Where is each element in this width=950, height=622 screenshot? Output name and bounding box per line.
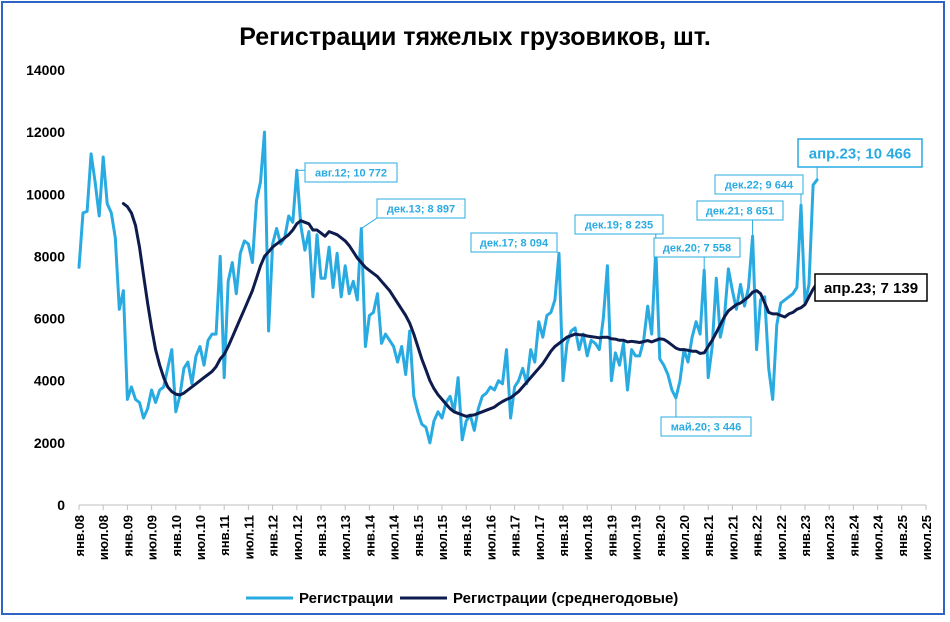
x-tick-label: янв.19 [604,515,619,557]
annotation-label: май.20; 3 446 [671,421,741,433]
legend-item-registrations: Регистрации [246,590,393,607]
x-tick-label: июл.23 [822,515,837,560]
annotation-callout: апр.23; 10 466 [797,138,923,180]
annotation-box [814,273,928,302]
x-tick-label: июл.11 [241,515,256,559]
annotation-label: авг.12; 10 772 [315,167,387,179]
legend-item-average: Регистрации (среднегодовые) [400,590,678,607]
x-tick-label: июл.10 [193,515,208,560]
y-tick-label: 4000 [34,373,65,389]
annotation-callout: дек.17; 8 094 [470,232,560,254]
annotation-box [696,200,784,221]
legend: Регистрации Регистрации (среднегодовые) [246,590,678,607]
x-tick-label: июл.21 [725,515,740,560]
x-tick-label: июл.24 [871,514,886,560]
annotation-box [470,232,558,253]
x-tick-label: янв.16 [459,515,474,557]
y-tick-label: 12000 [26,124,65,140]
line-chart: Регистрации тяжелых грузовиков, шт. 0 200… [26,23,934,607]
annotation-box [660,416,752,437]
annotation-callout: дек.22; 9 644 [714,174,804,206]
annotation-box [797,138,923,168]
annotations: авг.12; 10 772 дек.13; 8 897 дек.17; 8 094… [296,138,928,437]
annotation-box [653,237,741,258]
annotation-label: дек.19; 8 235 [585,219,653,231]
series-registrations-line [77,130,819,445]
x-tick-label: янв.25 [895,515,910,557]
x-tick-label: июл.09 [145,515,160,560]
annotation-callout: апр.23; 7 139 [814,273,928,302]
x-tick-label: июл.16 [483,515,498,560]
annotation-leader [361,217,378,229]
annotation-box [574,214,664,235]
x-tick-label: янв.20 [653,515,668,557]
annotation-label: дек.21; 8 651 [706,205,774,217]
annotation-box [304,162,398,183]
x-tick-label: июл.17 [532,515,547,560]
chart-title: Регистрации тяжелых грузовиков, шт. [239,23,711,51]
x-tick-label: янв.21 [701,515,716,557]
x-tick-label: янв.24 [846,514,861,556]
x-tick-label: июл.20 [677,515,692,560]
x-tick-label: янв.14 [362,514,377,556]
x-tick-label: янв.13 [314,515,329,557]
annotation-callout: авг.12; 10 772 [296,162,398,183]
x-tick-label: июл.15 [435,515,450,560]
x-tick-label: июл.13 [338,515,353,560]
annotation-box [714,174,804,195]
y-tick-label: 6000 [34,311,65,327]
x-tick-label: янв.17 [508,515,523,557]
annotation-callout: дек.19; 8 235 [574,214,664,250]
x-tick-label: янв.15 [411,515,426,557]
x-tick-label: июл.18 [580,515,595,560]
x-tick-label: июл.08 [96,515,111,560]
x-tick-label: янв.10 [169,515,184,557]
x-tick-label: янв.22 [750,515,765,557]
legend-label: Регистрации (среднегодовые) [453,590,678,607]
series-layer [77,130,819,445]
legend-label: Регистрации [299,590,393,607]
x-tick-label: янв.08 [72,515,87,557]
y-axis: 0 2000 4000 6000 8000 10000 12000 14000 [26,62,65,513]
annotation-label: дек.20; 7 558 [663,242,731,254]
x-tick-label: янв.18 [556,515,571,557]
series-average-line [121,202,819,418]
x-tick-label: июл.25 [919,515,934,560]
x-tick-label: июл.19 [629,515,644,560]
x-tick-label: янв.11 [217,515,232,556]
annotation-label: апр.23; 7 139 [824,280,918,297]
annotation-callout: дек.20; 7 558 [653,237,741,271]
x-tick-label: янв.09 [120,515,135,557]
annotation-callout: май.20; 3 446 [660,397,752,437]
x-tick-label: янв.23 [798,515,813,557]
y-tick-label: 2000 [34,435,65,451]
annotation-callout: дек.13; 8 897 [361,198,466,229]
y-tick-label: 8000 [34,248,65,264]
annotation-label: дек.13; 8 897 [387,203,455,215]
x-tick-label: июл.14 [387,514,402,560]
y-tick-label: 10000 [26,186,65,202]
annotation-label: дек.17; 8 094 [480,237,549,249]
x-axis: янв.08 июл.08 янв.09 июл.09 янв.10 июл.10 янв.… [72,504,934,560]
annotation-box [376,198,466,219]
x-tick-label: июл.12 [290,515,305,560]
x-tick-label: янв.12 [266,515,281,557]
annotation-label: дек.22; 9 644 [725,179,794,191]
y-tick-label: 14000 [26,62,65,78]
x-tick-label: июл.22 [774,515,789,560]
annotation-label: апр.23; 10 466 [809,145,911,162]
y-tick-label: 0 [57,497,65,513]
annotation-callout: дек.21; 8 651 [696,200,784,237]
